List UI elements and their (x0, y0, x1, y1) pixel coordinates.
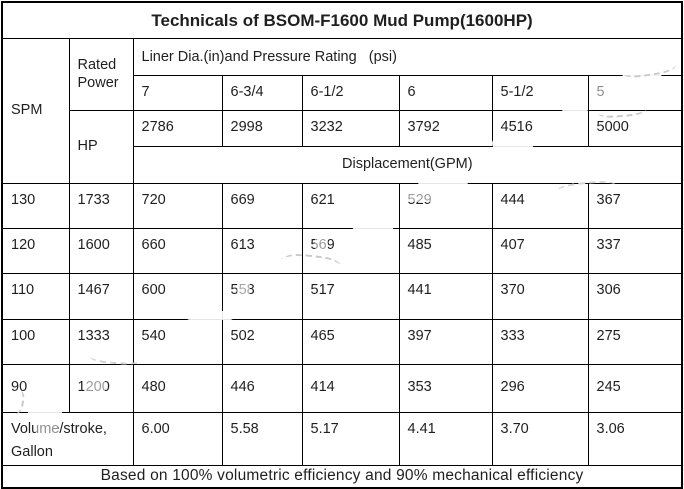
gpm-cell: 446 (221, 363, 303, 413)
gpm-cell: 444 (491, 182, 589, 229)
table-row: 90 1200 480 446 414 353 296 245 (1, 363, 683, 413)
hp-header: HP (68, 109, 134, 184)
gpm-cell: 337 (587, 227, 683, 274)
pressure-rating-cell: 2786 (132, 109, 223, 147)
pressure-rating-cell: 5000 (587, 109, 683, 147)
gpm-cell: 480 (132, 363, 223, 413)
spm-header: SPM (1, 37, 70, 184)
volume-cell: 3.70 (491, 411, 589, 467)
gpm-cell: 306 (587, 272, 683, 320)
hp-cell: 1333 (68, 318, 134, 365)
liner-size-cell: 6 (398, 74, 493, 111)
gpm-cell: 569 (301, 227, 400, 274)
efficiency-footnote: Based on 100% volumetric efficiency and … (1, 465, 683, 489)
gpm-cell: 407 (491, 227, 589, 274)
table-row: 110 1467 600 558 517 441 370 306 (1, 272, 683, 320)
gpm-cell: 517 (301, 272, 400, 320)
volume-cell: 4.41 (398, 411, 493, 467)
liner-size-cell: 7 (132, 74, 223, 111)
hp-cell: 1200 (68, 363, 134, 413)
hp-cell: 1733 (68, 182, 134, 229)
gpm-cell: 397 (398, 318, 493, 365)
gpm-cell: 414 (301, 363, 400, 413)
volume-stroke-label: Volume/stroke, Gallon (1, 411, 134, 467)
gpm-cell: 333 (491, 318, 589, 365)
table-title: Technicals of BSOM-F1600 Mud Pump(1600HP… (1, 1, 683, 39)
pressure-rating-cell: 4516 (491, 109, 589, 147)
gpm-cell: 296 (491, 363, 589, 413)
gpm-cell: 367 (587, 182, 683, 229)
table-row: 130 1733 720 669 621 529 444 367 (1, 182, 683, 229)
gpm-cell: 540 (132, 318, 223, 365)
table-row: 100 1333 540 502 465 397 333 275 (1, 318, 683, 365)
gpm-cell: 353 (398, 363, 493, 413)
pressure-rating-cell: 3792 (398, 109, 493, 147)
gpm-cell: 529 (398, 182, 493, 229)
gpm-cell: 502 (221, 318, 303, 365)
hp-cell: 1467 (68, 272, 134, 320)
volume-cell: 5.58 (221, 411, 303, 467)
liner-size-cell: 6-1/2 (301, 74, 400, 111)
liner-size-cell: 5 (587, 74, 683, 111)
liner-pressure-heading: Liner Dia.(in)and Pressure Rating (psi) (132, 37, 683, 76)
gpm-cell: 600 (132, 272, 223, 320)
spm-cell: 90 (1, 363, 70, 413)
gpm-cell: 613 (221, 227, 303, 274)
gpm-cell: 669 (221, 182, 303, 229)
gpm-cell: 465 (301, 318, 400, 365)
spm-cell: 130 (1, 182, 70, 229)
liner-size-cell: 6-3/4 (221, 74, 303, 111)
gpm-cell: 660 (132, 227, 223, 274)
volume-cell: 5.17 (301, 411, 400, 467)
gpm-cell: 621 (301, 182, 400, 229)
spm-cell: 120 (1, 227, 70, 274)
hp-cell: 1600 (68, 227, 134, 274)
rated-power-header: Rated Power (68, 37, 134, 111)
gpm-cell: 720 (132, 182, 223, 229)
spm-cell: 110 (1, 272, 70, 320)
volume-cell: 6.00 (132, 411, 223, 467)
spm-cell: 100 (1, 318, 70, 365)
gpm-cell: 245 (587, 363, 683, 413)
gpm-cell: 485 (398, 227, 493, 274)
table-row: 120 1600 660 613 569 485 407 337 (1, 227, 683, 274)
pressure-rating-cell: 3232 (301, 109, 400, 147)
liner-size-cell: 5-1/2 (491, 74, 589, 111)
displacement-heading: Displacement(GPM) (132, 145, 683, 184)
table-row: Volume/stroke, Gallon 6.00 5.58 5.17 4.4… (1, 411, 683, 467)
pressure-rating-cell: 2998 (221, 109, 303, 147)
gpm-cell: 370 (491, 272, 589, 320)
gpm-cell: 558 (221, 272, 303, 320)
gpm-cell: 441 (398, 272, 493, 320)
gpm-cell: 275 (587, 318, 683, 365)
volume-cell: 3.06 (587, 411, 683, 467)
